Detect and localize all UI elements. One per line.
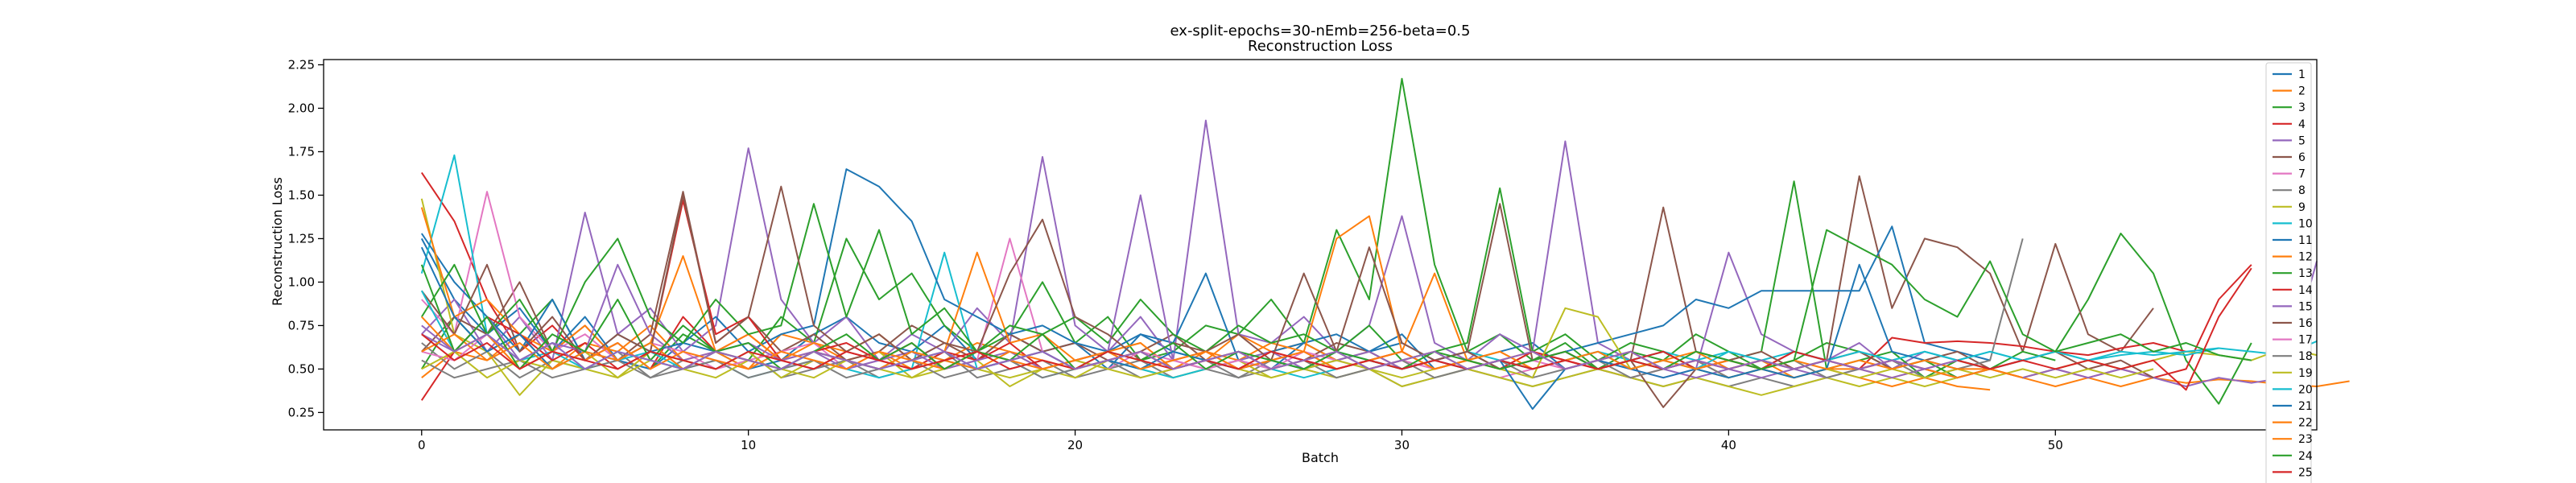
series-line-5 xyxy=(421,119,2023,370)
y-tick-label: 0.75 xyxy=(288,318,315,332)
x-tick-label: 10 xyxy=(741,438,756,452)
legend-label-20: 20 xyxy=(2298,383,2313,396)
y-tick-label: 0.50 xyxy=(288,361,315,376)
legend-label-18: 18 xyxy=(2298,350,2313,363)
x-axis-label: Batch xyxy=(1302,450,1339,465)
y-axis-label: Reconstruction Loss xyxy=(270,177,285,306)
legend-label-25: 25 xyxy=(2298,466,2313,479)
y-tick-label: 2.25 xyxy=(288,57,315,72)
series-line-20 xyxy=(420,290,2219,370)
series-line-7 xyxy=(421,191,1762,379)
axes-frame xyxy=(323,59,2318,431)
legend-label-7: 7 xyxy=(2298,168,2306,181)
legend-label-23: 23 xyxy=(2298,433,2313,446)
series-line-16 xyxy=(421,185,2154,408)
legend-label-6: 6 xyxy=(2298,151,2306,164)
series-line-13 xyxy=(420,180,2056,379)
y-tick-label: 1.25 xyxy=(288,231,315,246)
series-line-25 xyxy=(421,267,2252,391)
x-tick-label: 40 xyxy=(1721,438,1736,452)
legend-label-9: 9 xyxy=(2298,201,2306,214)
plot-area: 0 10 20 30 40 50 0.25 0.50 0.75 1.00 1.25 1.50 1.75 2… xyxy=(288,57,2350,452)
legend-label-14: 14 xyxy=(2298,284,2313,297)
legend-label-11: 11 xyxy=(2298,234,2313,247)
legend-label-8: 8 xyxy=(2298,184,2306,197)
y-tick-label: 2.00 xyxy=(288,101,315,115)
legend-label-22: 22 xyxy=(2298,417,2313,430)
series-line-26 xyxy=(421,324,1958,370)
legend-label-4: 4 xyxy=(2298,118,2306,131)
legend-label-2: 2 xyxy=(2298,85,2306,98)
series-line-19 xyxy=(421,307,2154,379)
x-tick-label: 30 xyxy=(1394,438,1410,452)
legend-label-17: 17 xyxy=(2298,334,2313,347)
chart-title: ex-split-epochs=30-nEmb=256-beta=0.5 xyxy=(1170,23,1471,39)
series-line-1 xyxy=(420,237,1697,370)
legend: 1234567891011121314151617181920212223242… xyxy=(2265,62,2313,483)
legend-label-3: 3 xyxy=(2298,101,2306,114)
legend-label-19: 19 xyxy=(2298,367,2313,380)
y-tick-label: 0.25 xyxy=(288,405,315,419)
chart-subtitle: Reconstruction Loss xyxy=(1248,38,1393,55)
legend-label-5: 5 xyxy=(2298,134,2306,147)
legend-label-16: 16 xyxy=(2298,317,2313,330)
x-tick-label: 20 xyxy=(1067,438,1083,452)
y-tick-label: 1.00 xyxy=(288,275,315,289)
legend-label-12: 12 xyxy=(2298,251,2313,264)
x-tick-label: 0 xyxy=(418,438,426,452)
legend-label-1: 1 xyxy=(2298,68,2306,81)
x-tick-label: 50 xyxy=(2048,438,2063,452)
legend-label-15: 15 xyxy=(2298,300,2313,313)
legend-label-13: 13 xyxy=(2298,267,2313,280)
y-tick-label: 1.50 xyxy=(288,188,315,202)
legend-label-21: 21 xyxy=(2298,400,2313,413)
legend-label-10: 10 xyxy=(2298,217,2313,230)
y-tick-label: 1.75 xyxy=(288,144,315,159)
legend-label-24: 24 xyxy=(2298,450,2313,463)
